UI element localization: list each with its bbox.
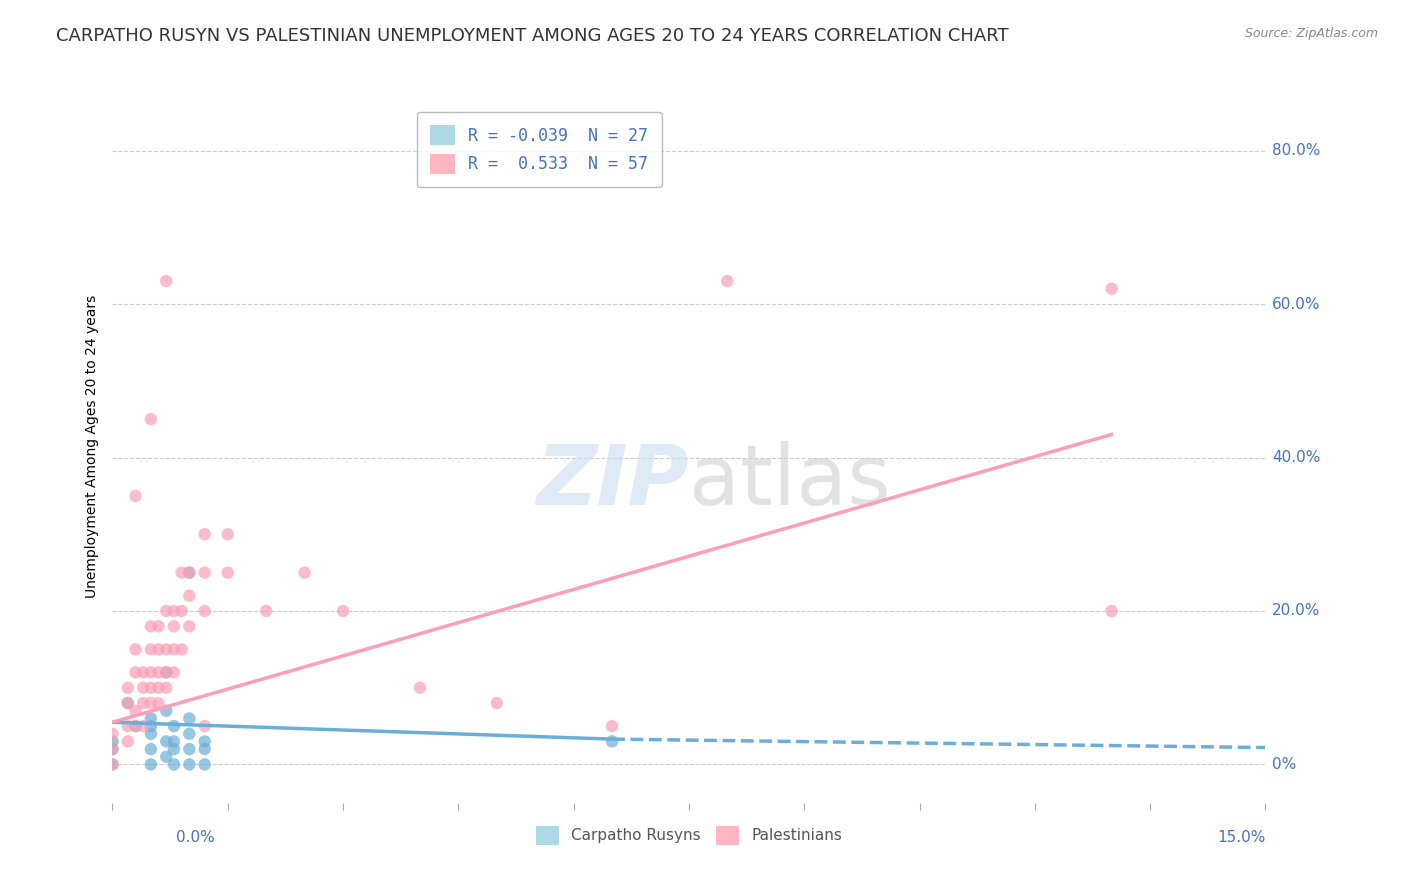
Point — [139, 757, 162, 772]
Point — [163, 757, 186, 772]
Point — [155, 749, 177, 764]
Point — [1101, 282, 1123, 296]
Point — [194, 757, 217, 772]
Point — [163, 642, 186, 657]
Point — [117, 696, 139, 710]
Point — [294, 566, 316, 580]
Point — [148, 696, 170, 710]
Point — [117, 696, 139, 710]
Text: 40.0%: 40.0% — [1272, 450, 1320, 465]
Point — [155, 734, 177, 748]
Point — [132, 696, 155, 710]
Point — [139, 681, 162, 695]
Point — [139, 742, 162, 756]
Legend: Carpatho Rusyns, Palestinians: Carpatho Rusyns, Palestinians — [529, 818, 849, 852]
Point — [1101, 604, 1123, 618]
Point — [132, 665, 155, 680]
Point — [155, 274, 177, 288]
Point — [124, 704, 146, 718]
Text: 15.0%: 15.0% — [1218, 830, 1265, 845]
Point — [139, 696, 162, 710]
Text: CARPATHO RUSYN VS PALESTINIAN UNEMPLOYMENT AMONG AGES 20 TO 24 YEARS CORRELATION: CARPATHO RUSYN VS PALESTINIAN UNEMPLOYME… — [56, 27, 1010, 45]
Point — [600, 734, 623, 748]
Point — [194, 719, 217, 733]
Point — [163, 734, 186, 748]
Point — [101, 742, 124, 756]
Point — [163, 665, 186, 680]
Text: 0%: 0% — [1272, 757, 1296, 772]
Point — [155, 665, 177, 680]
Point — [179, 742, 201, 756]
Point — [139, 642, 162, 657]
Point — [155, 642, 177, 657]
Point — [101, 727, 124, 741]
Text: 20.0%: 20.0% — [1272, 604, 1320, 618]
Point — [124, 719, 146, 733]
Point — [132, 681, 155, 695]
Point — [254, 604, 277, 618]
Point — [148, 619, 170, 633]
Point — [217, 527, 239, 541]
Point — [139, 727, 162, 741]
Point — [194, 742, 217, 756]
Point — [716, 274, 738, 288]
Point — [170, 642, 193, 657]
Text: atlas: atlas — [689, 442, 890, 522]
Point — [170, 604, 193, 618]
Point — [485, 696, 508, 710]
Point — [148, 681, 170, 695]
Point — [179, 619, 201, 633]
Point — [179, 757, 201, 772]
Point — [194, 566, 217, 580]
Point — [163, 742, 186, 756]
Point — [194, 604, 217, 618]
Point — [101, 757, 124, 772]
Y-axis label: Unemployment Among Ages 20 to 24 years: Unemployment Among Ages 20 to 24 years — [84, 294, 98, 598]
Point — [179, 566, 201, 580]
Point — [179, 589, 201, 603]
Point — [101, 734, 124, 748]
Text: ZIP: ZIP — [536, 442, 689, 522]
Point — [163, 619, 186, 633]
Point — [194, 734, 217, 748]
Point — [179, 727, 201, 741]
Point — [124, 719, 146, 733]
Point — [117, 734, 139, 748]
Text: 0.0%: 0.0% — [176, 830, 215, 845]
Point — [332, 604, 354, 618]
Text: 80.0%: 80.0% — [1272, 143, 1320, 158]
Point — [409, 681, 432, 695]
Text: Source: ZipAtlas.com: Source: ZipAtlas.com — [1244, 27, 1378, 40]
Point — [124, 665, 146, 680]
Point — [163, 604, 186, 618]
Point — [124, 489, 146, 503]
Point — [155, 665, 177, 680]
Point — [600, 719, 623, 733]
Point — [139, 665, 162, 680]
Point — [163, 719, 186, 733]
Point — [148, 665, 170, 680]
Point — [170, 566, 193, 580]
Point — [155, 604, 177, 618]
Point — [117, 681, 139, 695]
Point — [155, 704, 177, 718]
Point — [217, 566, 239, 580]
Point — [194, 527, 217, 541]
Text: 60.0%: 60.0% — [1272, 296, 1320, 311]
Point — [139, 619, 162, 633]
Point — [124, 642, 146, 657]
Point — [132, 719, 155, 733]
Point — [179, 566, 201, 580]
Point — [139, 711, 162, 725]
Point — [117, 719, 139, 733]
Point — [148, 642, 170, 657]
Point — [139, 412, 162, 426]
Point — [179, 711, 201, 725]
Point — [139, 719, 162, 733]
Point — [155, 681, 177, 695]
Point — [101, 742, 124, 756]
Point — [101, 757, 124, 772]
